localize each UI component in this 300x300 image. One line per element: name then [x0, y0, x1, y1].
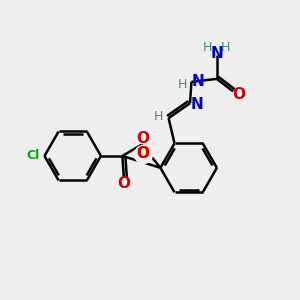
- Text: Cl: Cl: [27, 149, 40, 162]
- Text: O: O: [137, 130, 150, 146]
- Text: H: H: [221, 41, 230, 55]
- Text: N: N: [190, 97, 203, 112]
- Text: O: O: [136, 146, 149, 161]
- Text: O: O: [117, 176, 130, 191]
- Text: H: H: [203, 41, 212, 55]
- Text: O: O: [232, 87, 245, 102]
- Text: O: O: [136, 146, 149, 161]
- Text: H: H: [154, 110, 163, 123]
- Text: H: H: [177, 78, 187, 91]
- Text: N: N: [192, 74, 204, 89]
- Text: N: N: [210, 46, 223, 61]
